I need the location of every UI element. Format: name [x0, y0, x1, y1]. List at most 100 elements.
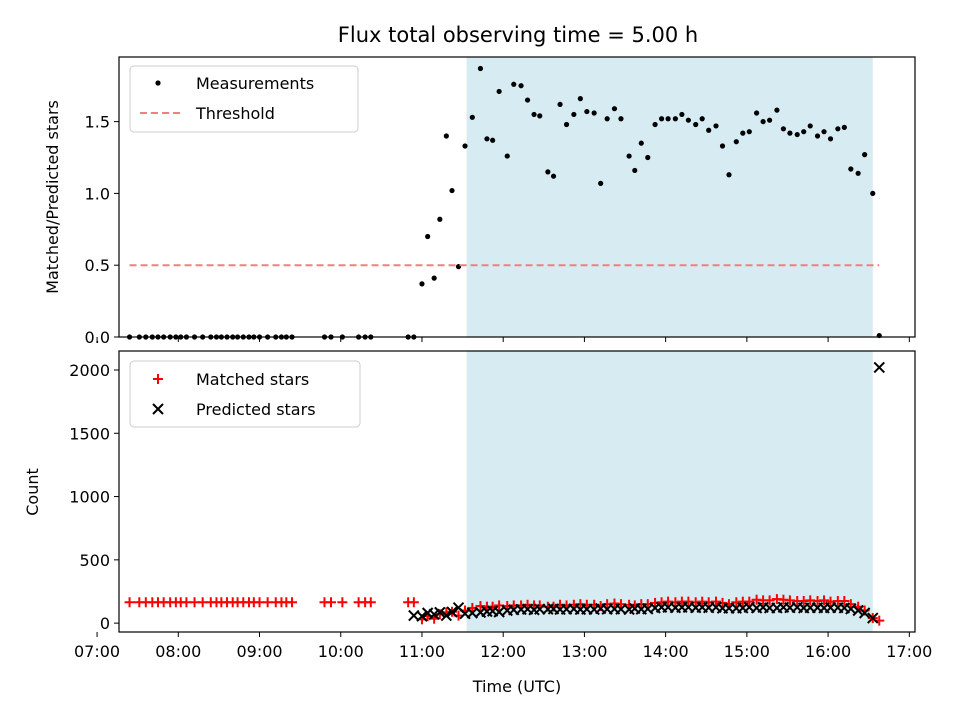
top-legend: Measurements Threshold: [129, 65, 359, 133]
measurement-point: [490, 137, 496, 143]
measurement-point: [484, 136, 490, 142]
bottom-legend: Matched stars Predicted stars: [129, 360, 361, 428]
top-x-ticks: [96, 337, 910, 342]
matched-stars-point: [124, 597, 135, 608]
measurement-point: [740, 130, 746, 136]
measurement-point: [848, 166, 854, 172]
legend-measurements-marker: [155, 80, 161, 86]
x-tick-label: 09:00: [236, 642, 282, 661]
measurement-point: [780, 126, 787, 132]
measurement-point: [425, 233, 431, 240]
matched-stars-point: [408, 597, 419, 608]
measurement-point: [807, 123, 813, 129]
measurement-point: [794, 131, 800, 138]
measurement-point: [518, 83, 524, 89]
measurement-point: [469, 114, 475, 120]
predicted-stars-point: [416, 610, 428, 622]
measurement-point: [870, 190, 876, 197]
measurement-point: [801, 129, 807, 135]
measurement-point: [431, 275, 437, 281]
y-tick-label: 1000: [69, 488, 110, 507]
measurement-point: [645, 154, 651, 161]
matched-stars-point: [839, 595, 850, 606]
measurement-point: [841, 124, 847, 130]
measurement-point: [719, 143, 726, 149]
legend-matched-marker: [153, 374, 163, 384]
matched-stars-point: [711, 596, 721, 607]
x-tick-label: 15:00: [724, 642, 770, 661]
measurement-point: [550, 173, 557, 179]
x-tick-label: 07:00: [74, 642, 120, 661]
measurement-point: [733, 139, 739, 145]
measurement-point: [626, 153, 632, 159]
measurement-point: [665, 116, 671, 122]
measurement-point: [827, 136, 834, 142]
measurement-point: [787, 130, 793, 136]
measurement-point: [672, 116, 678, 122]
top-panel: 0.00.51.01.5 Matched/Predicted stars Mea…: [43, 56, 916, 347]
measurement-point: [537, 113, 543, 119]
x-tick-label: 13:00: [561, 642, 607, 661]
measurement-point: [618, 116, 624, 122]
measurement-point: [746, 129, 752, 135]
x-axis-label: Time (UTC): [472, 677, 561, 696]
measurement-point: [577, 96, 583, 102]
matched-stars-point: [819, 595, 830, 606]
measurement-point: [419, 281, 425, 287]
legend-matched-label: Matched stars: [196, 370, 309, 389]
y-tick-label: 1.0: [85, 184, 110, 203]
measurement-point: [531, 111, 537, 118]
predicted-stars-point: [440, 609, 453, 622]
measurement-point: [693, 121, 699, 128]
predicted-stars-point: [446, 606, 458, 618]
measurement-point: [726, 172, 732, 178]
measurement-point: [496, 88, 502, 95]
bottom-x-ticks: 07:00 08:00 09:00 10:00 11:00 12:00 13:00 14:00…: [74, 632, 932, 661]
measurement-point: [699, 116, 705, 122]
measurement-point: [477, 65, 484, 72]
y-tick-label: 0.5: [85, 256, 110, 275]
measurement-point: [524, 97, 531, 103]
measurement-point: [760, 119, 766, 125]
measurement-point: [443, 133, 449, 139]
matched-stars-point: [287, 597, 298, 608]
measurement-point: [557, 101, 563, 107]
bottom-axes-frame: [118, 350, 916, 633]
chart-title: Flux total observing time = 5.00 h: [338, 23, 698, 47]
x-tick-label: 16:00: [805, 642, 851, 661]
measurement-point: [835, 126, 841, 132]
x-tick-label: 11:00: [399, 642, 445, 661]
measurement-point: [598, 180, 604, 186]
legend-predicted-label: Predicted stars: [196, 400, 316, 419]
measurement-point: [632, 167, 638, 174]
measurement-point: [814, 133, 821, 139]
matched-stars-point: [325, 597, 336, 608]
matched-stars-point: [365, 597, 376, 608]
x-tick-label: 14:00: [643, 642, 689, 661]
measurement-point: [604, 116, 610, 122]
x-tick-label: 17:00: [886, 642, 932, 661]
top-observing-window-span: [466, 57, 873, 337]
measurement-point: [584, 108, 590, 115]
measurement-point: [571, 111, 577, 118]
matched-stars-point: [744, 596, 755, 607]
measurement-point: [774, 107, 780, 113]
measurement-point: [713, 123, 719, 129]
x-tick-label: 08:00: [155, 642, 201, 661]
bottom-plot-marks: [124, 361, 885, 626]
matched-stars-point: [764, 595, 775, 606]
bottom-observing-window-span: [466, 351, 873, 632]
measurement-point: [679, 111, 685, 118]
measurement-point: [767, 117, 773, 123]
top-y-ticks: 0.00.51.01.5: [85, 113, 119, 347]
bottom-y-ticks: 0 500 1000 1500 2000: [69, 361, 119, 633]
measurement-point: [638, 140, 644, 146]
y-tick-label: 2000: [69, 361, 110, 380]
predicted-stars-point: [852, 604, 864, 617]
legend-measurements-label: Measurements: [196, 74, 314, 93]
bottom-panel: 0 500 1000 1500 2000 07:00 08:00 09:00 10:00 11:…: [23, 350, 932, 696]
legend-threshold-label: Threshold: [195, 104, 275, 123]
y-tick-label: 1500: [69, 424, 110, 443]
bottom-y-axis-label: Count: [23, 468, 42, 516]
